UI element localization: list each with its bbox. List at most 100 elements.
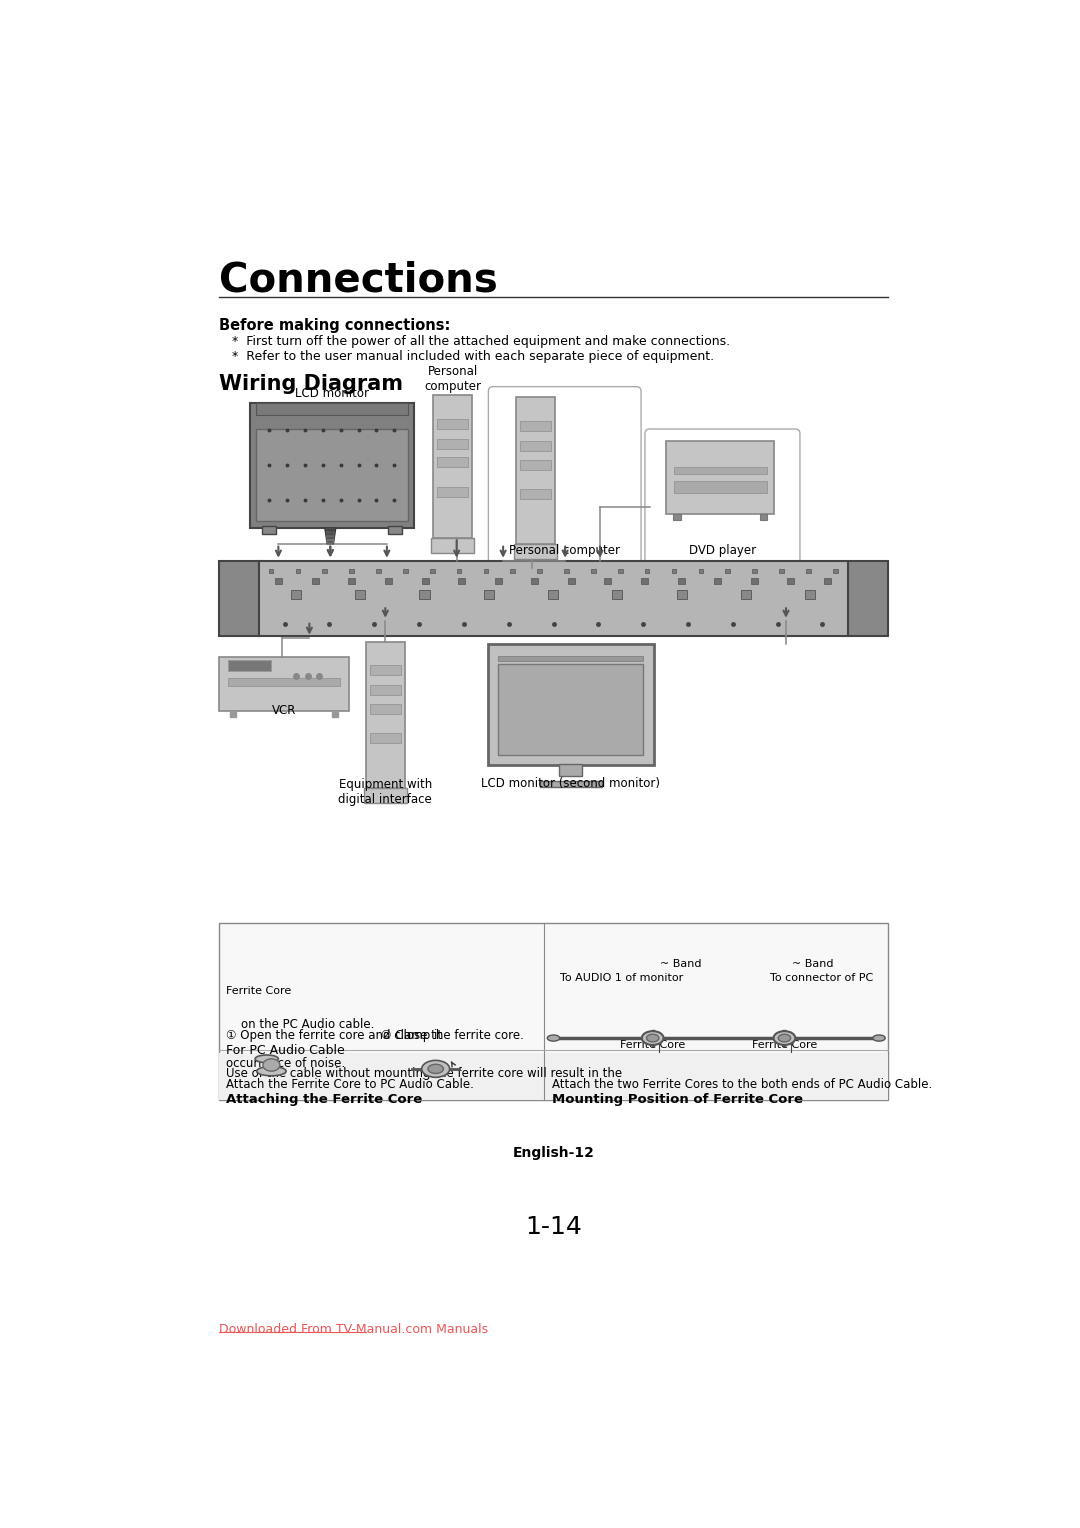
Bar — [366, 642, 405, 788]
Bar — [714, 578, 721, 584]
Text: Wiring Diagram: Wiring Diagram — [218, 374, 403, 394]
Text: Equipment with
digital interface: Equipment with digital interface — [338, 778, 432, 807]
Text: Ferrite Core: Ferrite Core — [227, 986, 292, 996]
Ellipse shape — [257, 1067, 286, 1076]
Bar — [437, 457, 469, 468]
Bar — [349, 578, 355, 584]
Bar — [564, 568, 569, 573]
Bar — [256, 429, 408, 521]
Bar — [699, 568, 703, 573]
Bar — [484, 568, 488, 573]
Text: 1-14: 1-14 — [525, 1215, 582, 1239]
Ellipse shape — [642, 1031, 663, 1045]
Text: Personal
computer: Personal computer — [424, 365, 482, 393]
Bar — [437, 487, 469, 497]
Bar — [806, 568, 811, 573]
Bar — [369, 686, 401, 695]
Bar — [218, 561, 259, 636]
Bar — [521, 460, 551, 469]
Bar — [559, 764, 582, 776]
Ellipse shape — [422, 1060, 449, 1077]
Bar — [521, 422, 551, 431]
Text: *  First turn off the power of all the attached equipment and make connections.: * First turn off the power of all the at… — [232, 335, 730, 348]
Bar — [430, 568, 434, 573]
Polygon shape — [326, 529, 335, 532]
Polygon shape — [327, 539, 334, 544]
Text: Personal computer: Personal computer — [510, 544, 620, 556]
Ellipse shape — [548, 1034, 559, 1041]
Bar — [312, 578, 319, 584]
Bar — [544, 1053, 889, 1100]
Text: Use of the cable without mounting the ferrite core will result in the: Use of the cable without mounting the fe… — [227, 1068, 622, 1080]
Bar — [421, 578, 429, 584]
Bar — [384, 578, 392, 584]
Ellipse shape — [647, 1034, 659, 1042]
Bar — [262, 526, 276, 535]
Text: LCD monitor: LCD monitor — [295, 388, 369, 400]
Bar — [511, 568, 515, 573]
Bar — [514, 544, 557, 559]
Text: For PC Audio Cable: For PC Audio Cable — [227, 1044, 346, 1057]
Bar — [674, 468, 767, 474]
Bar — [369, 665, 401, 675]
Bar — [433, 396, 472, 538]
Bar — [269, 568, 273, 573]
Polygon shape — [326, 536, 334, 539]
Bar — [540, 781, 602, 787]
Ellipse shape — [773, 1031, 795, 1045]
Bar — [741, 590, 751, 599]
Bar — [369, 733, 401, 743]
Bar — [726, 568, 730, 573]
Bar — [349, 568, 354, 573]
Bar — [677, 590, 687, 599]
Bar — [591, 568, 596, 573]
Bar — [249, 403, 414, 527]
Bar — [259, 561, 848, 636]
Bar — [218, 1053, 544, 1100]
Text: ~ Band: ~ Band — [793, 958, 834, 969]
Ellipse shape — [255, 1054, 279, 1062]
Text: To connector of PC: To connector of PC — [770, 973, 873, 983]
Text: VCR: VCR — [271, 704, 296, 717]
Ellipse shape — [428, 1063, 444, 1074]
Bar — [376, 568, 381, 573]
Text: Attach the two Ferrite Cores to the both ends of PC Audio Cable.: Attach the two Ferrite Cores to the both… — [552, 1079, 932, 1091]
FancyBboxPatch shape — [645, 429, 800, 565]
Bar — [457, 568, 461, 573]
Text: LCD monitor (second monitor): LCD monitor (second monitor) — [482, 778, 661, 790]
Bar — [568, 578, 575, 584]
Bar — [484, 590, 494, 599]
Bar — [848, 561, 888, 636]
Bar — [759, 515, 768, 520]
Bar — [672, 568, 676, 573]
Text: Ferrite Core: Ferrite Core — [620, 1039, 686, 1050]
Bar — [499, 656, 644, 660]
Ellipse shape — [779, 1034, 791, 1042]
Bar — [458, 578, 465, 584]
Bar — [355, 590, 365, 599]
Text: Downloaded From TV-Manual.com Manuals: Downloaded From TV-Manual.com Manuals — [218, 1323, 488, 1335]
Bar — [779, 568, 784, 573]
Text: DVD player: DVD player — [689, 544, 756, 556]
Bar — [516, 397, 555, 544]
Bar — [437, 439, 469, 449]
Bar — [495, 578, 502, 584]
FancyBboxPatch shape — [488, 387, 642, 565]
Bar — [228, 660, 271, 671]
Text: To AUDIO 1 of monitor: To AUDIO 1 of monitor — [559, 973, 683, 983]
Bar — [388, 526, 402, 535]
Bar — [787, 578, 795, 584]
Bar — [612, 590, 622, 599]
Bar — [275, 578, 282, 584]
Bar — [751, 578, 758, 584]
Bar — [364, 788, 407, 804]
Bar — [369, 704, 401, 714]
Text: ~ Band: ~ Band — [661, 958, 702, 969]
Bar — [605, 578, 611, 584]
Text: Ferrite Core: Ferrite Core — [752, 1039, 818, 1050]
Text: Attach the Ferrite Core to PC Audio Cable.: Attach the Ferrite Core to PC Audio Cabl… — [227, 1079, 474, 1091]
Bar — [437, 419, 469, 429]
Bar — [666, 442, 774, 515]
Bar — [618, 568, 622, 573]
Text: ① Open the ferrite core and clamp it: ① Open the ferrite core and clamp it — [227, 1028, 443, 1042]
